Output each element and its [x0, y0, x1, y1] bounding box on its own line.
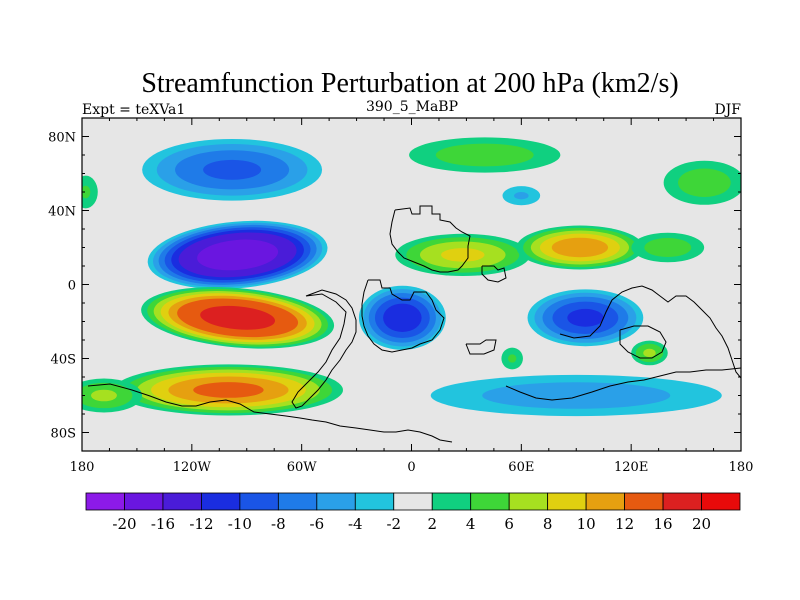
- coastline-north-africa: [389, 205, 471, 273]
- y-axis: 80N 40N 0 40S 80S: [48, 131, 741, 442]
- colorbar-label: 6: [504, 515, 514, 533]
- y-tick-label: 40S: [51, 353, 76, 368]
- anomaly-negative-16: [502, 186, 541, 206]
- x-tick-label: 60W: [287, 460, 318, 475]
- anomaly-negative-5: [358, 285, 446, 350]
- colorbar-label: 12: [615, 515, 634, 533]
- contour-band: [435, 143, 534, 167]
- coastlines: [87, 205, 741, 443]
- colorbar-swatch: [393, 492, 433, 511]
- contour-band: [197, 239, 279, 271]
- contour-band: [203, 159, 262, 180]
- colorbar-label: -2: [386, 515, 401, 533]
- y-tick-label: 80N: [48, 131, 76, 146]
- coastline-south-america: [291, 289, 357, 409]
- anomaly-positive-9: [631, 232, 705, 263]
- y-tick-label: 40N: [48, 205, 76, 220]
- colorbar-label: -6: [310, 515, 325, 533]
- y-tick-label: 0: [68, 279, 76, 294]
- coastline-australia: [619, 325, 667, 359]
- x-axis: 180 120W 60W 0 60E 120E 180: [70, 118, 754, 475]
- coastline-antarctica: [87, 383, 453, 443]
- colorbar-label: -20: [112, 515, 136, 533]
- colorbar-swatch: [201, 492, 241, 511]
- contour-band: [441, 248, 485, 262]
- colorbar-swatch: [85, 492, 125, 511]
- colorbar-swatch: [624, 492, 664, 511]
- colorbar-swatch: [124, 492, 164, 511]
- anomaly-positive-8: [516, 225, 644, 270]
- coastline-asia: [559, 285, 741, 379]
- contour-band: [508, 354, 517, 363]
- colorbar-swatch: [316, 492, 356, 511]
- colorbar-label: -4: [348, 515, 363, 533]
- colorbar-label: -12: [189, 515, 213, 533]
- x-tick-label: 60E: [508, 460, 534, 475]
- colorbar-swatch: [508, 492, 549, 511]
- contour-band: [567, 308, 604, 327]
- colorbar-swatch: [162, 492, 202, 511]
- coastline-antarctica-east: [505, 367, 741, 401]
- x-tick-label: 180: [70, 460, 95, 475]
- contour-band: [200, 305, 276, 330]
- x-tick-label: 0: [407, 460, 415, 475]
- anomaly-negative-11: [430, 374, 722, 417]
- contour-band: [514, 192, 529, 200]
- contour-band: [644, 237, 692, 258]
- colorbar-label: 4: [466, 515, 476, 533]
- colorbar-swatch: [470, 492, 510, 511]
- anomaly-positive-1: [141, 287, 335, 349]
- contour-band: [482, 382, 671, 409]
- colorbar-swatch: [431, 492, 472, 511]
- colorbar-swatch: [354, 492, 395, 511]
- colorbar-swatch: [239, 492, 279, 511]
- plot-area: 180 120W 60W 0 60E 120E 180 80N 40N 0 40S 80S: [48, 117, 754, 475]
- colorbar-swatch: [547, 492, 587, 511]
- coastline-africa-south: [361, 279, 445, 353]
- anomaly-negative-0: [147, 220, 328, 289]
- anomaly-positive-2: [113, 364, 343, 416]
- colorbar-label: 16: [654, 515, 673, 533]
- anomaly-positive-13: [631, 340, 668, 366]
- coastline-arabia: [465, 339, 497, 355]
- colorbar-swatch: [585, 492, 625, 511]
- x-tick-label: 180: [729, 460, 754, 475]
- anomaly-positive-3: [82, 378, 143, 413]
- season-label: DJF: [714, 102, 741, 118]
- period-label: 390_5_MaBP: [366, 99, 458, 115]
- contour-band: [551, 237, 609, 258]
- contour-band: [383, 303, 422, 333]
- colorbar-swatch: [701, 492, 741, 511]
- contour-band: [91, 389, 117, 402]
- contour-band: [643, 348, 656, 358]
- anomaly-positive-12: [663, 160, 741, 205]
- colorbar-label: 8: [543, 515, 553, 533]
- colorbar-label: -16: [151, 515, 175, 533]
- coastline-asia-small: [481, 265, 507, 283]
- colorbar-swatch: [662, 492, 702, 511]
- anomaly-negative-10: [527, 289, 644, 347]
- x-tick-label: 120E: [614, 460, 648, 475]
- colorbar-label: 20: [692, 515, 711, 533]
- contour-field: [82, 137, 741, 417]
- colorbar-label: 10: [577, 515, 596, 533]
- colorbar: -20 -16 -12 -10 -8 -6 -4 -2 2 4 6 8 10 12 16 20: [85, 492, 741, 533]
- anomaly-positive-7: [395, 233, 531, 277]
- anomaly-positive-15: [501, 347, 523, 370]
- colorbar-label: -10: [228, 515, 252, 533]
- contour-band: [678, 168, 731, 198]
- colorbar-label: -8: [271, 515, 286, 533]
- anomaly-positive-14: [82, 175, 98, 209]
- colorbar-swatch: [277, 492, 318, 511]
- anomaly-positive-6: [409, 137, 561, 173]
- anomaly-negative-4: [142, 138, 323, 201]
- contour-band: [193, 382, 264, 398]
- chart-title: Streamfunction Perturbation at 200 hPa (…: [141, 68, 678, 99]
- experiment-label: Expt = teXVa1: [82, 102, 185, 118]
- y-tick-label: 80S: [51, 427, 76, 442]
- colorbar-label: 2: [427, 515, 437, 533]
- x-tick-label: 120W: [173, 460, 212, 475]
- contour-band: [82, 185, 91, 199]
